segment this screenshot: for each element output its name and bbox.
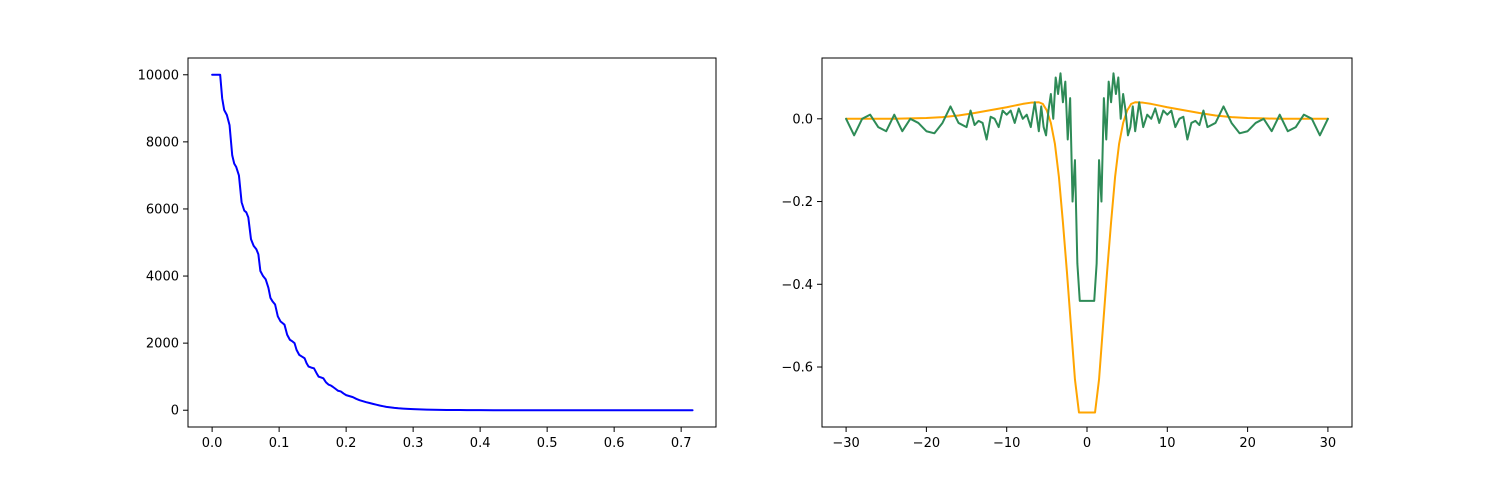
right-series-layer bbox=[845, 72, 1329, 414]
right-x-ticks: −30 −20 −10 0 10 20 30 bbox=[832, 427, 1336, 451]
right-chart: −30 −20 −10 0 10 20 30 0.0 −0.2 −0.4 −0.6 bbox=[781, 57, 1353, 451]
right-y-ticks: 0.0 −0.2 −0.4 −0.6 bbox=[781, 112, 822, 376]
right-y-tick-label: −0.6 bbox=[781, 361, 813, 376]
right-x-tick-label: −10 bbox=[993, 436, 1020, 451]
left-x-ticks: 0.0 0.1 0.2 0.3 0.4 0.5 0.6 0.7 bbox=[202, 427, 692, 451]
left-chart: 0.0 0.1 0.2 0.3 0.4 0.5 0.6 0.7 0 2000 4000 6000 80… bbox=[138, 57, 717, 451]
left-y-tick-label: 4000 bbox=[146, 270, 179, 285]
left-y-ticks: 0 2000 4000 6000 8000 10000 bbox=[138, 68, 188, 419]
right-x-tick-label: 10 bbox=[1159, 436, 1176, 451]
right-x-tick-label: −20 bbox=[913, 436, 940, 451]
left-x-tick-label: 0.7 bbox=[671, 436, 692, 451]
left-series-line-1 bbox=[211, 73, 694, 412]
right-x-tick-label: −30 bbox=[832, 436, 859, 451]
left-y-tick-label: 8000 bbox=[146, 135, 179, 150]
left-x-tick-label: 0.3 bbox=[403, 436, 424, 451]
left-x-tick-label: 0.6 bbox=[604, 436, 625, 451]
right-x-tick-label: 0 bbox=[1083, 436, 1091, 451]
left-y-tick-label: 6000 bbox=[146, 202, 179, 217]
right-y-tick-label: 0.0 bbox=[792, 112, 813, 127]
left-y-tick-label: 0 bbox=[171, 404, 179, 419]
right-series-line-1 bbox=[845, 101, 1329, 414]
right-y-tick-label: −0.4 bbox=[781, 278, 813, 293]
left-x-tick-label: 0.5 bbox=[537, 436, 558, 451]
left-x-tick-label: 0.2 bbox=[336, 436, 357, 451]
left-y-tick-label: 10000 bbox=[138, 68, 179, 83]
right-x-tick-label: 30 bbox=[1320, 436, 1337, 451]
left-x-tick-label: 0.4 bbox=[470, 436, 491, 451]
right-series-line-2 bbox=[845, 72, 1329, 302]
left-y-tick-label: 2000 bbox=[146, 337, 179, 352]
right-x-tick-label: 20 bbox=[1239, 436, 1256, 451]
left-x-tick-label: 0.0 bbox=[202, 436, 223, 451]
left-x-tick-label: 0.1 bbox=[269, 436, 290, 451]
left-series-layer bbox=[211, 73, 694, 412]
right-y-tick-label: −0.2 bbox=[781, 195, 813, 210]
left-axes-frame bbox=[187, 57, 717, 428]
